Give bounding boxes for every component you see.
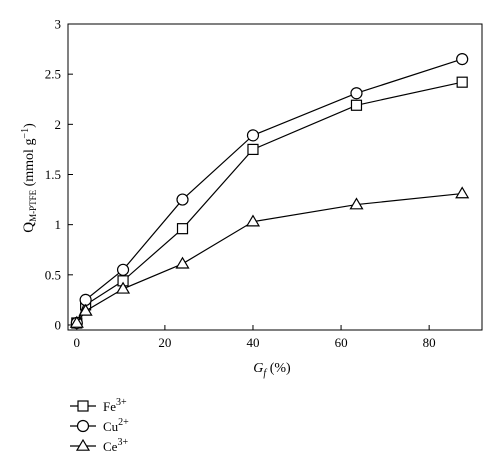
y-tick-label: 0.5 xyxy=(45,267,61,282)
legend-marker-ce xyxy=(75,438,91,451)
data-point-fe xyxy=(456,76,468,88)
series-ce xyxy=(69,186,470,328)
axes: 0 20 40 60 80 0 0.5 1 1.5 2 2.5 3 xyxy=(45,17,483,350)
data-point-ce xyxy=(78,303,93,316)
x-tick-label: 60 xyxy=(335,335,348,350)
legend-item-ce: Ce3+ xyxy=(70,437,128,454)
y-tick-label: 3 xyxy=(55,17,62,32)
y-tick-label: 0 xyxy=(55,317,62,332)
x-tick-label: 0 xyxy=(74,335,81,350)
x-tick-label: 80 xyxy=(423,335,436,350)
data-point-ce xyxy=(455,186,470,199)
legend-item-cu: Cu2+ xyxy=(70,417,129,434)
data-point-ce xyxy=(69,315,84,328)
legend-label-ce: Ce3+ xyxy=(103,437,128,454)
legend-label-fe: Fe3+ xyxy=(103,397,127,414)
y-axis-title: QM-PTFE (mmol g−1) xyxy=(20,123,38,233)
data-point-fe xyxy=(350,99,363,111)
data-point-cu xyxy=(246,129,260,142)
series-line-fe xyxy=(76,81,463,324)
data-point-fe xyxy=(247,143,259,156)
data-point-cu xyxy=(176,193,189,206)
data-point-cu xyxy=(350,87,363,100)
plot-frame xyxy=(67,23,483,331)
y-tick-label: 1.5 xyxy=(45,167,61,182)
series-layer xyxy=(69,53,470,330)
data-point-ce xyxy=(175,256,190,269)
x-tick-label: 20 xyxy=(158,335,171,350)
legend: Fe3+ Cu2+ Ce3+ xyxy=(70,397,129,454)
x-axis-title: Gf (%) xyxy=(253,361,291,379)
data-point-ce xyxy=(116,281,131,294)
series-line-ce xyxy=(76,192,463,324)
y-tick-label: 2 xyxy=(55,117,62,132)
data-point-ce xyxy=(349,197,364,210)
y-tick-label: 1 xyxy=(55,217,62,232)
x-tick-label: 40 xyxy=(246,335,259,350)
data-point-ce xyxy=(245,214,261,227)
y-tick-label: 2.5 xyxy=(45,67,61,82)
legend-marker-fe xyxy=(77,400,89,412)
legend-marker-cu xyxy=(76,419,90,433)
data-point-cu xyxy=(116,263,130,276)
data-point-cu xyxy=(456,53,469,66)
data-point-fe xyxy=(176,223,189,235)
legend-item-fe: Fe3+ xyxy=(70,397,127,414)
series-fe xyxy=(71,76,468,329)
legend-label-cu: Cu2+ xyxy=(103,417,129,434)
series-cu xyxy=(70,53,469,330)
data-point-cu xyxy=(79,293,92,307)
